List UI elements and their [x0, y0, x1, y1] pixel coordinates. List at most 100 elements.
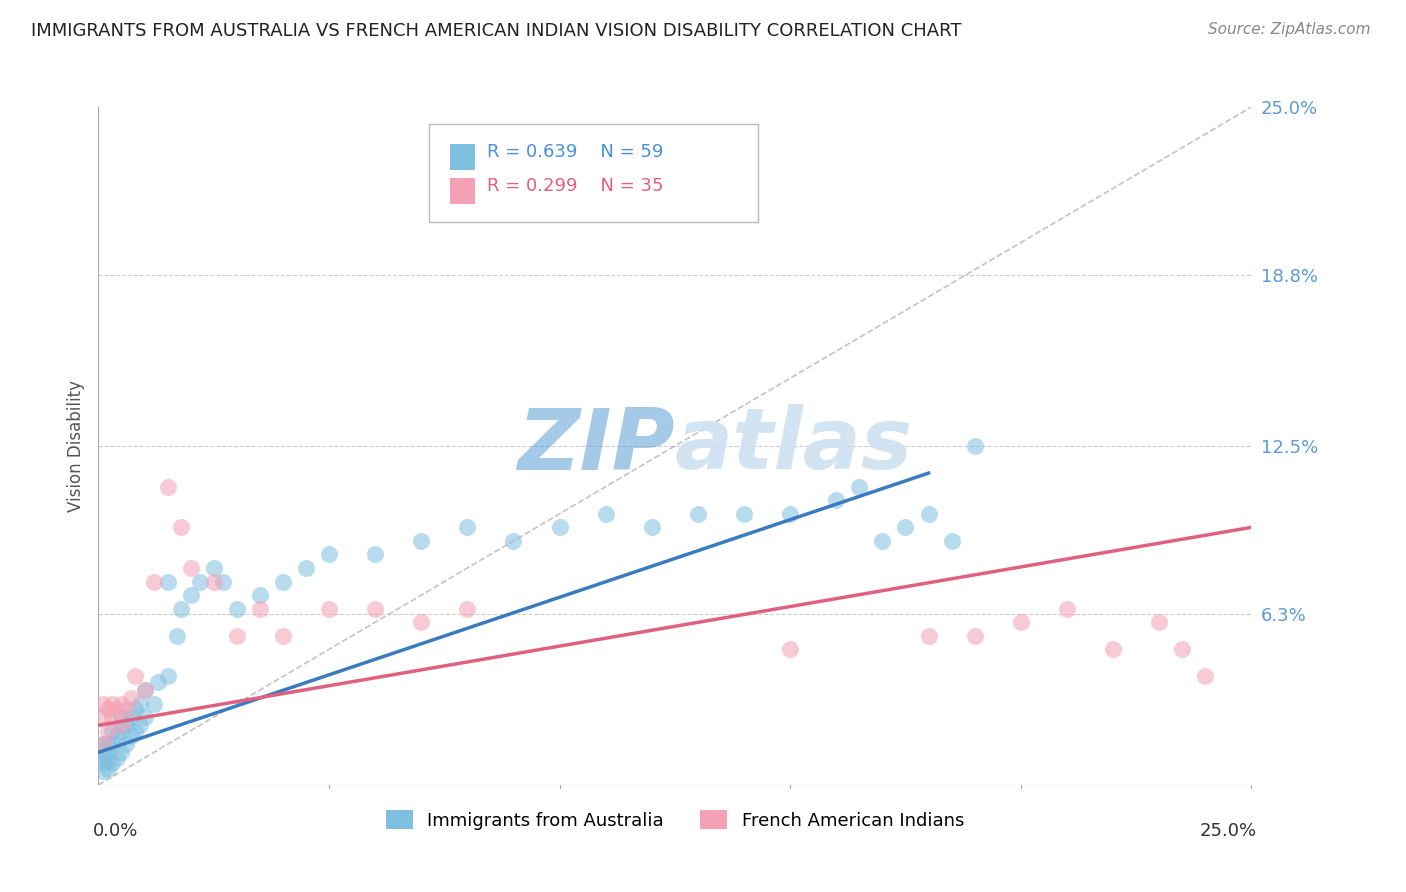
Point [120, 691, 142, 706]
Point [963, 629, 986, 643]
Y-axis label: Vision Disability: Vision Disability [66, 380, 84, 512]
Point [963, 439, 986, 453]
Point [1194, 669, 1216, 683]
Point [97, 754, 120, 768]
Bar [450, 178, 475, 204]
Point [225, 629, 247, 643]
Point [872, 533, 894, 548]
Point [1102, 642, 1125, 657]
Point [91, 751, 114, 765]
Point [318, 548, 340, 562]
Point [110, 718, 132, 732]
Point [124, 702, 146, 716]
Point [411, 533, 433, 548]
Point [825, 493, 848, 508]
Point [129, 697, 152, 711]
Point [548, 520, 571, 534]
Point [148, 674, 170, 689]
Point [91, 710, 114, 724]
Point [249, 588, 271, 602]
Point [124, 669, 146, 683]
Point [97, 723, 120, 738]
Point [411, 615, 433, 630]
Point [180, 588, 202, 602]
Legend: Immigrants from Australia, French American Indians: Immigrants from Australia, French Americ… [378, 803, 972, 837]
Point [97, 737, 120, 751]
Point [225, 601, 247, 615]
Point [917, 629, 939, 643]
Point [105, 751, 128, 765]
Point [1056, 601, 1078, 615]
Point [364, 548, 387, 562]
Point [188, 574, 211, 589]
Point [101, 710, 124, 724]
Point [170, 520, 193, 534]
Point [110, 746, 132, 760]
Point [202, 574, 225, 589]
Point [134, 683, 156, 698]
Point [101, 737, 124, 751]
Text: R = 0.639    N = 59: R = 0.639 N = 59 [486, 144, 664, 161]
Point [295, 561, 318, 575]
Point [212, 574, 235, 589]
Point [456, 601, 478, 615]
Point [110, 710, 132, 724]
Point [502, 533, 524, 548]
Point [271, 574, 294, 589]
Point [129, 718, 152, 732]
Point [848, 480, 870, 494]
Point [180, 561, 202, 575]
Point [318, 601, 340, 615]
Point [91, 737, 114, 751]
Point [156, 669, 179, 683]
Point [91, 737, 114, 751]
Point [97, 762, 120, 776]
Point [120, 729, 142, 743]
Text: 0.0%: 0.0% [93, 822, 138, 840]
Text: ZIP: ZIP [517, 404, 675, 488]
Point [115, 718, 138, 732]
Point [134, 683, 156, 698]
Point [1010, 615, 1032, 630]
Point [120, 710, 142, 724]
Point [105, 702, 128, 716]
Point [124, 723, 146, 738]
Point [97, 702, 120, 716]
Point [115, 702, 138, 716]
Point [364, 601, 387, 615]
Point [595, 507, 617, 521]
Point [917, 507, 939, 521]
Point [733, 507, 755, 521]
Point [115, 737, 138, 751]
Point [941, 533, 963, 548]
Point [170, 601, 193, 615]
Point [101, 756, 124, 771]
Point [110, 697, 132, 711]
Point [110, 723, 132, 738]
Point [101, 723, 124, 738]
Text: Source: ZipAtlas.com: Source: ZipAtlas.com [1208, 22, 1371, 37]
Point [779, 507, 801, 521]
Point [142, 574, 165, 589]
Point [1171, 642, 1194, 657]
FancyBboxPatch shape [429, 124, 758, 222]
Point [134, 710, 156, 724]
Point [202, 561, 225, 575]
Point [91, 764, 114, 779]
Point [271, 629, 294, 643]
Point [91, 697, 114, 711]
Point [105, 729, 128, 743]
Point [779, 642, 801, 657]
Point [686, 507, 709, 521]
Bar [450, 145, 475, 170]
Point [156, 480, 179, 494]
Point [156, 574, 179, 589]
Point [249, 601, 271, 615]
Point [1147, 615, 1170, 630]
Point [97, 746, 120, 760]
Point [166, 629, 188, 643]
Point [101, 697, 124, 711]
Point [142, 697, 165, 711]
Point [456, 520, 478, 534]
Text: IMMIGRANTS FROM AUSTRALIA VS FRENCH AMERICAN INDIAN VISION DISABILITY CORRELATIO: IMMIGRANTS FROM AUSTRALIA VS FRENCH AMER… [31, 22, 962, 40]
